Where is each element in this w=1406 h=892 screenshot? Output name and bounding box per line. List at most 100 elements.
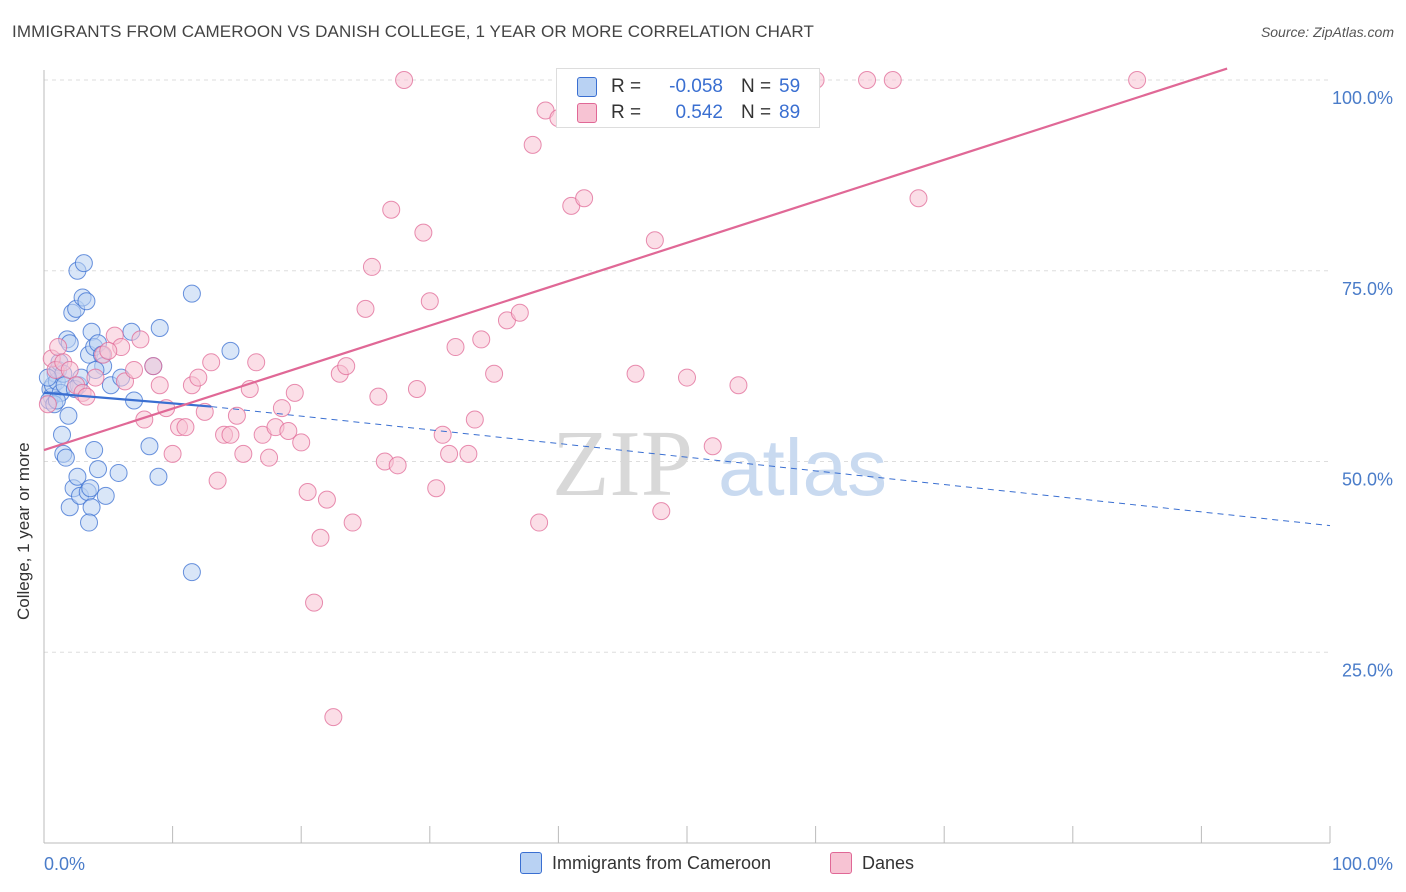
cameroon-point (149, 467, 168, 486)
danes-point (472, 330, 491, 349)
tick-labels: 25.0% 50.0% 75.0% 100.0% 0.0% 100.0% (44, 88, 1393, 874)
watermark-atlas: atlas (718, 423, 887, 512)
n-label: N = (741, 76, 772, 97)
trend-lines (43, 67, 1331, 527)
grid-lines (44, 79, 1330, 653)
cameroon-point (89, 460, 108, 479)
danes-point (459, 444, 478, 463)
danes-point (356, 299, 375, 318)
n-value: 59 (779, 76, 801, 97)
x-tick-label: 100.0% (1332, 854, 1393, 874)
danes-point (510, 303, 529, 322)
blue-swatch (577, 77, 597, 97)
cameroon-point (60, 498, 79, 517)
cameroon-point (221, 341, 240, 360)
legend-label-cameroon: Immigrants from Cameroon (552, 852, 772, 873)
danes-point (305, 593, 324, 612)
danes-point (729, 376, 748, 395)
cameroon-point (74, 254, 93, 273)
danes-point (38, 395, 57, 414)
y-tick-label: 25.0% (1342, 660, 1393, 680)
legend-label-danes: Danes (862, 852, 915, 873)
danes-point (131, 330, 150, 349)
danes-point (202, 353, 221, 372)
danes-point (272, 399, 291, 418)
legend-item-danes: Danes (830, 852, 914, 874)
danes-point (523, 135, 542, 154)
danes-point (652, 502, 671, 521)
watermark: ZIP atlas (552, 412, 887, 516)
danes-point (465, 410, 484, 429)
r-label: R = (611, 76, 642, 97)
n-value: 89 (779, 102, 801, 123)
danes-point (427, 479, 446, 498)
danes-point (678, 368, 696, 387)
cameroon-point (85, 441, 104, 460)
legend-item-cameroon: Immigrants from Cameroon (520, 852, 771, 874)
danes-point (221, 425, 240, 444)
danes-trend-line (43, 67, 1228, 452)
danes-point (285, 383, 304, 402)
x-tick-label: 0.0% (44, 854, 85, 874)
cameroon-point (182, 284, 201, 303)
danes-point (227, 406, 246, 425)
danes-point (260, 448, 279, 467)
danes-point (883, 71, 902, 89)
n-label: N = (741, 102, 772, 123)
cameroon-point (80, 513, 99, 532)
danes-point (150, 376, 169, 395)
y-tick-label: 100.0% (1332, 88, 1393, 108)
danes-point (645, 231, 664, 250)
legend-swatch-blue (520, 852, 542, 874)
danes-point (337, 357, 356, 376)
cameroon-point (53, 425, 72, 444)
y-tick-label: 75.0% (1342, 279, 1393, 299)
cameroon-point (109, 463, 128, 482)
cameroon-point (56, 448, 75, 467)
danes-point (382, 200, 401, 219)
danes-point (311, 528, 330, 547)
chart-title: IMMIGRANTS FROM CAMEROON VS DANISH COLLE… (12, 22, 814, 41)
chart-source: Source: ZipAtlas.com (1260, 24, 1394, 40)
danes-point (234, 444, 253, 463)
danes-point (195, 402, 214, 421)
cameroon-point (140, 437, 159, 456)
cameroon-point (81, 479, 100, 498)
danes-point (407, 380, 426, 399)
cameroon-point (77, 292, 96, 311)
danes-point (86, 368, 105, 387)
r-value: -0.058 (669, 76, 723, 97)
danes-point (433, 425, 452, 444)
cameroon-point (59, 406, 78, 425)
axes (43, 70, 1331, 844)
danes-point (414, 223, 433, 242)
pink-swatch (577, 103, 597, 123)
danes-point (395, 71, 414, 89)
cameroon-trend-extension (211, 406, 1331, 527)
danes-point (858, 71, 877, 89)
danes-point (1128, 71, 1147, 89)
danes-point (298, 483, 317, 502)
danes-point (420, 292, 439, 311)
cameroon-point (150, 318, 169, 337)
y-tick-label: 50.0% (1342, 470, 1393, 490)
danes-point (446, 338, 465, 357)
danes-point (388, 456, 407, 475)
danes-point (144, 357, 163, 376)
danes-point (626, 364, 645, 383)
danes-point (49, 338, 68, 357)
cameroon-point (82, 498, 101, 517)
danes-point (485, 364, 504, 383)
danes-point (909, 189, 928, 208)
danes-point (530, 513, 549, 532)
cameroon-point (182, 563, 201, 582)
danes-point (208, 471, 227, 490)
danes-point (60, 360, 79, 379)
danes-point (324, 708, 343, 727)
watermark-zip: ZIP (552, 412, 693, 516)
data-points (38, 71, 1147, 727)
danes-point (125, 360, 144, 379)
legend-swatch-pink (830, 852, 852, 874)
r-label: R = (611, 102, 642, 123)
danes-point (317, 490, 336, 509)
